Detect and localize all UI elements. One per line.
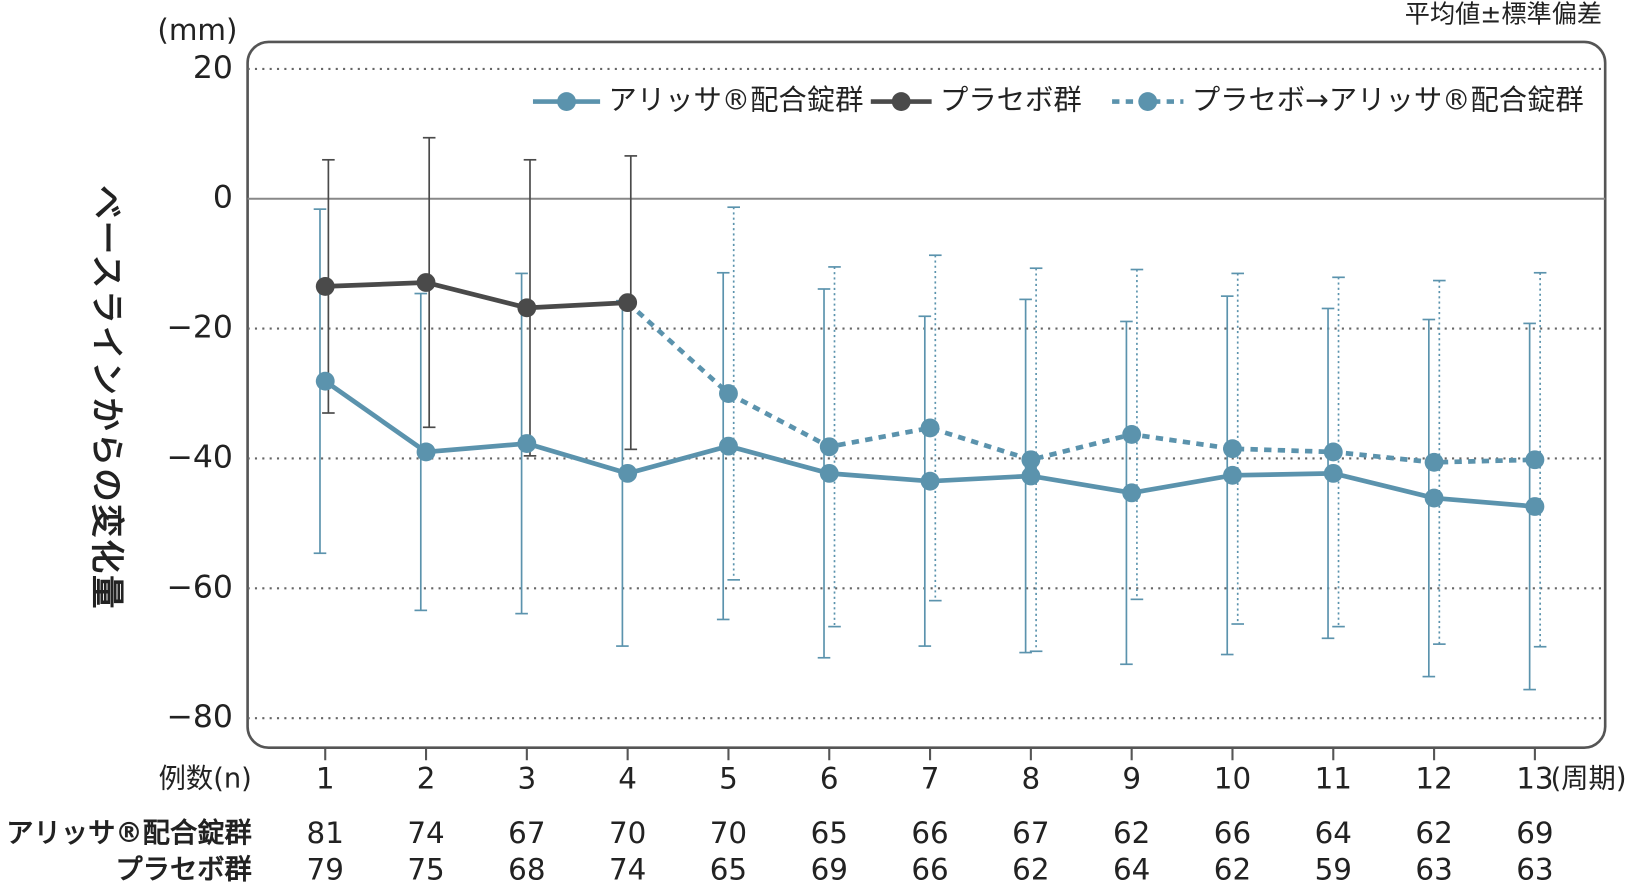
legend-label: プラセボ→アリッサ®配合錠群 — [1192, 84, 1584, 117]
legend-label: アリッサ®配合錠群 — [609, 84, 864, 117]
point — [1122, 425, 1142, 444]
table-cell: 67 — [508, 816, 545, 850]
table-label: 例数(n) — [159, 764, 252, 795]
table-cell: 67 — [1012, 816, 1049, 850]
point — [719, 436, 738, 456]
legend-marker — [1138, 92, 1158, 111]
y-tick-label: 20 — [193, 50, 233, 86]
x-tick-label: 9 — [1122, 762, 1141, 796]
y-tick-label: −60 — [166, 569, 232, 605]
x-tick-label: 4 — [618, 762, 637, 796]
x-tick-label: 5 — [719, 762, 738, 796]
table-cell: 75 — [407, 853, 444, 887]
legend-marker — [891, 92, 911, 111]
y-tick-label: −40 — [166, 439, 232, 475]
x-tick-label: 6 — [820, 762, 839, 796]
point — [920, 418, 940, 438]
y-tick-label: 0 — [213, 180, 233, 216]
point — [1424, 452, 1444, 472]
table-cell: 66 — [1214, 816, 1251, 850]
series-line — [325, 280, 628, 311]
x-tick-label: 10 — [1214, 762, 1251, 796]
table-cell: 70 — [710, 816, 747, 850]
table-cell: 62 — [1214, 853, 1251, 887]
x-tick-label: 7 — [921, 762, 940, 796]
y-unit: (mm) — [157, 13, 237, 47]
table-row-label: プラセボ群 — [115, 855, 251, 886]
table-cell: 81 — [307, 816, 344, 850]
table-cell: 63 — [1415, 853, 1452, 887]
x-tick-label: 12 — [1415, 762, 1452, 796]
table-cell: 66 — [911, 816, 948, 850]
point — [416, 273, 436, 292]
table-cell: 64 — [1113, 853, 1150, 887]
point — [315, 371, 335, 391]
note: 平均値±標準偏差 — [1405, 0, 1602, 29]
x-axis-label: (周期) — [1551, 764, 1627, 795]
point — [1323, 442, 1343, 462]
table-cell: 63 — [1516, 853, 1553, 887]
table-cell: 65 — [811, 816, 848, 850]
table-row-label: アリッサ®配合錠群 — [6, 817, 251, 849]
table-cell: 74 — [407, 816, 444, 850]
point — [920, 471, 940, 491]
point — [1021, 466, 1041, 486]
table-cell: 64 — [1315, 816, 1352, 850]
point — [719, 384, 738, 403]
x-tick-label: 2 — [417, 762, 436, 796]
table-cell: 66 — [911, 853, 948, 887]
table-cell: 62 — [1012, 853, 1049, 887]
table-cell: 62 — [1415, 816, 1452, 850]
point — [1223, 439, 1242, 459]
table-cell: 65 — [710, 853, 747, 887]
table-cell: 79 — [307, 853, 344, 887]
legend-marker — [557, 92, 576, 111]
y-tick-label: −20 — [166, 310, 232, 346]
point — [819, 463, 839, 483]
point — [416, 442, 436, 462]
y-axis-label: ベースラインからの変化量 — [87, 185, 126, 610]
point — [1021, 450, 1041, 470]
table-cell: 69 — [1516, 816, 1553, 850]
y-tick-label: −80 — [166, 699, 232, 735]
point — [618, 293, 638, 313]
x-tick-label: 11 — [1315, 762, 1352, 796]
point — [517, 298, 537, 318]
x-tick-label: 1 — [316, 762, 335, 796]
table-cell: 59 — [1315, 853, 1352, 887]
point — [517, 434, 537, 453]
plot-frame — [246, 40, 1607, 749]
point — [1525, 497, 1545, 516]
series-line — [626, 300, 1535, 465]
x-tick-label: 13 — [1516, 762, 1553, 796]
point — [819, 437, 839, 457]
point — [1323, 463, 1343, 483]
table-cell: 69 — [811, 853, 848, 887]
table-cell: 62 — [1113, 816, 1150, 850]
point — [1223, 465, 1242, 485]
table-cell: 68 — [508, 853, 545, 887]
point — [1424, 488, 1444, 508]
point — [1122, 483, 1142, 503]
x-tick-label: 8 — [1022, 762, 1041, 796]
table-cell: 74 — [609, 853, 646, 887]
legend-label: プラセボ群 — [940, 84, 1082, 117]
point — [618, 463, 638, 483]
point — [315, 276, 335, 296]
point — [1525, 450, 1545, 470]
table-cell: 70 — [609, 816, 646, 850]
x-tick-label: 3 — [517, 762, 536, 796]
